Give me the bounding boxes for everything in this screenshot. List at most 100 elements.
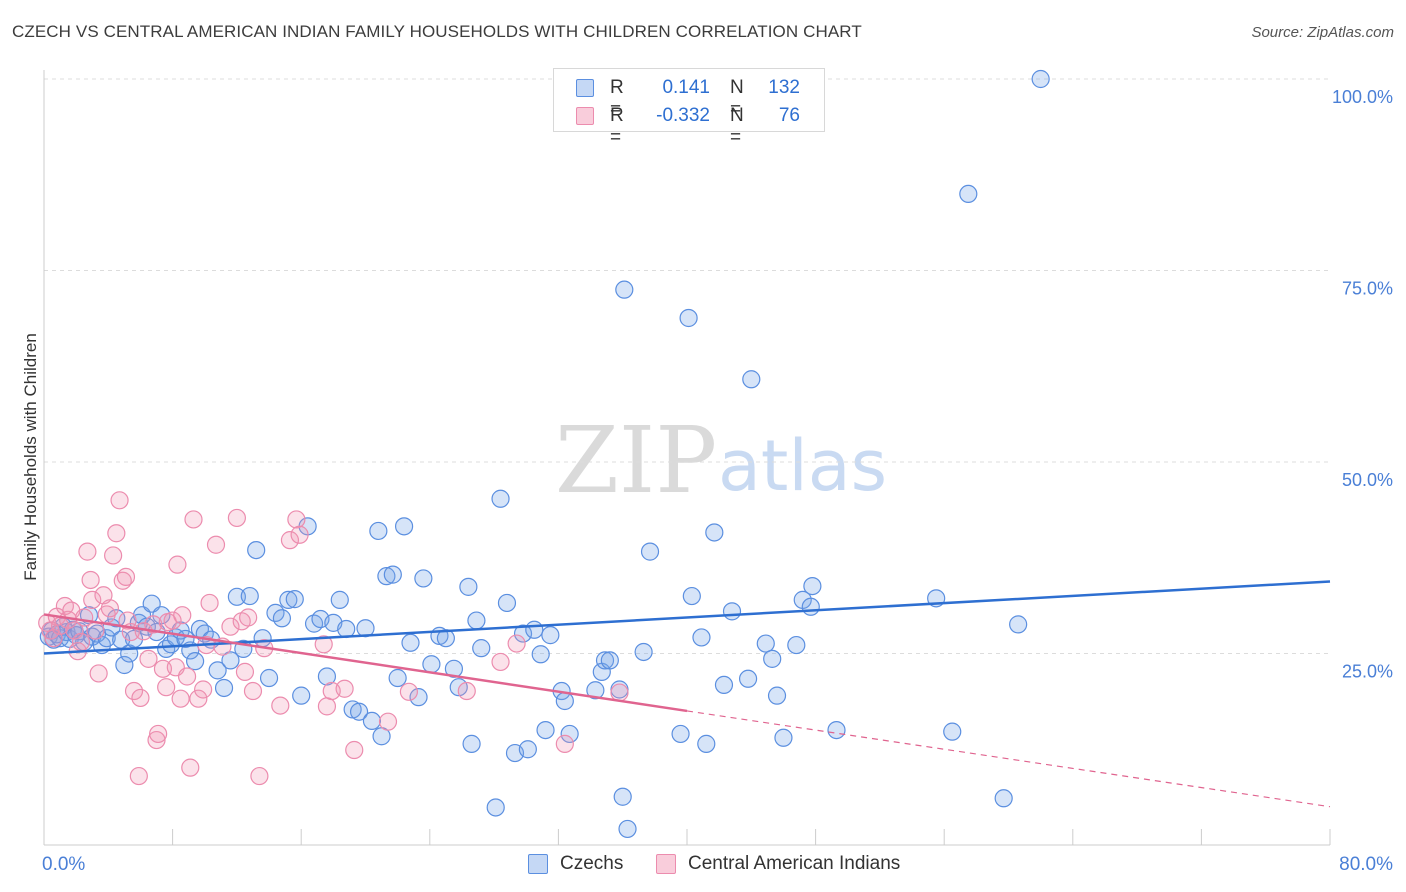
tick-labels: 25.0% 50.0% 75.0% 100.0% 0.0% 80.0% Family Hou… [21,87,1393,875]
central-american-indians-point [235,662,255,681]
czechs-point [774,728,793,747]
czechs-point [742,370,761,389]
central-american-indians-point [507,634,526,653]
central-american-indians-point [147,730,166,750]
central-american-indians-point [89,664,108,683]
n-value: 76 [778,105,800,126]
czechs-point [491,489,510,508]
central-american-indians-swatch [656,854,676,874]
central-american-indians-point [227,508,246,528]
czechs-trend-line [43,580,1331,655]
czechs-point [756,634,775,653]
central-american-indians-point [83,590,102,609]
czechs-point [459,577,478,596]
czechs-point [115,655,134,675]
r-label: R = [610,105,624,148]
central-american-indians-point [335,679,354,698]
czechs-point [763,649,782,668]
czechs-point [272,609,292,628]
central-american-indians-point [100,599,120,618]
czechs-point [497,593,517,613]
central-american-indians-trend-extension [686,710,1331,808]
czechs-point [943,722,962,741]
central-american-indians-swatch [576,107,594,125]
central-american-indians-point [124,681,144,701]
czechs-point [214,678,234,698]
central-american-indians-point [194,680,213,699]
central-american-indians-point [200,593,219,613]
czechs-point [279,590,298,609]
czechs-point [388,668,407,688]
central-american-indians-point [239,608,258,627]
czechs-point [462,734,481,753]
czechs-point [640,542,660,561]
czechs-point [414,569,433,588]
chart-source: Source: ZipAtlas.com [1251,24,1394,41]
czechs-point [436,629,455,648]
czechs-point [186,652,205,671]
czechs-point [595,651,615,670]
central-american-indians-point [55,596,74,616]
czechs-point [827,720,846,740]
central-american-indians-point [139,649,158,668]
czechs-point [467,611,486,630]
czechs-point [613,787,632,806]
czechs-point [560,724,579,744]
czechs-point [586,681,605,700]
czechs-point [714,675,734,695]
central-american-indians-point [206,535,226,554]
central-american-indians-point [290,525,309,544]
x-tick-label: 0.0% [42,854,85,875]
czechs-point [1009,615,1028,634]
central-american-indians-point [131,688,150,708]
n-value: 132 [768,77,800,98]
czechs-point [330,590,349,609]
czechs-swatch [576,79,594,97]
central-american-indians-point [177,667,197,686]
central-american-indians-point [86,621,105,640]
czechs-point [697,734,716,753]
central-american-indians-point [71,632,91,652]
czechs-point [705,523,724,542]
series-central-american-indians-points [38,491,629,786]
central-american-indians-point [157,678,176,697]
legend-label-central-american-indians: Central American Indians [688,853,901,874]
y-tick-label: 75.0% [1342,279,1393,299]
central-american-indians-point [555,734,574,753]
czechs-point [394,517,414,536]
watermark-zip: ZIP [555,407,717,514]
legend-label-czechs: Czechs [560,853,624,874]
central-american-indians-point [110,491,129,510]
czechs-point [679,308,698,328]
czechs-point [422,655,441,674]
czechs-point [671,724,690,744]
czechs-swatch [528,854,548,874]
czechs-point [959,184,978,203]
czechs-point [513,624,533,643]
czechs-point [292,686,311,705]
grid [44,78,1330,654]
czechs-point [304,614,324,633]
czechs-point [221,651,240,670]
central-american-indians-point [243,681,263,701]
central-american-indians-point [65,621,84,640]
central-american-indians-point [457,681,476,701]
czechs-point [803,576,822,596]
chart-title: CZECH VS CENTRAL AMERICAN INDIAN FAMILY … [12,22,862,41]
central-american-indians-point [250,766,269,786]
y-tick-label: 25.0% [1342,662,1393,682]
central-american-indians-point [107,524,126,543]
n-label: N = [730,77,744,120]
czechs-point [444,659,464,678]
czechs-point [1031,69,1050,89]
czechs-point [682,586,701,606]
central-american-indians-point [78,542,97,561]
central-american-indians-point [171,689,190,708]
czechs-point [409,688,428,707]
czechs-point [383,565,402,584]
central-american-indians-point [221,617,240,636]
y-tick-label: 50.0% [1342,470,1393,490]
central-american-indians-point [129,766,148,786]
czechs-point [369,521,388,541]
